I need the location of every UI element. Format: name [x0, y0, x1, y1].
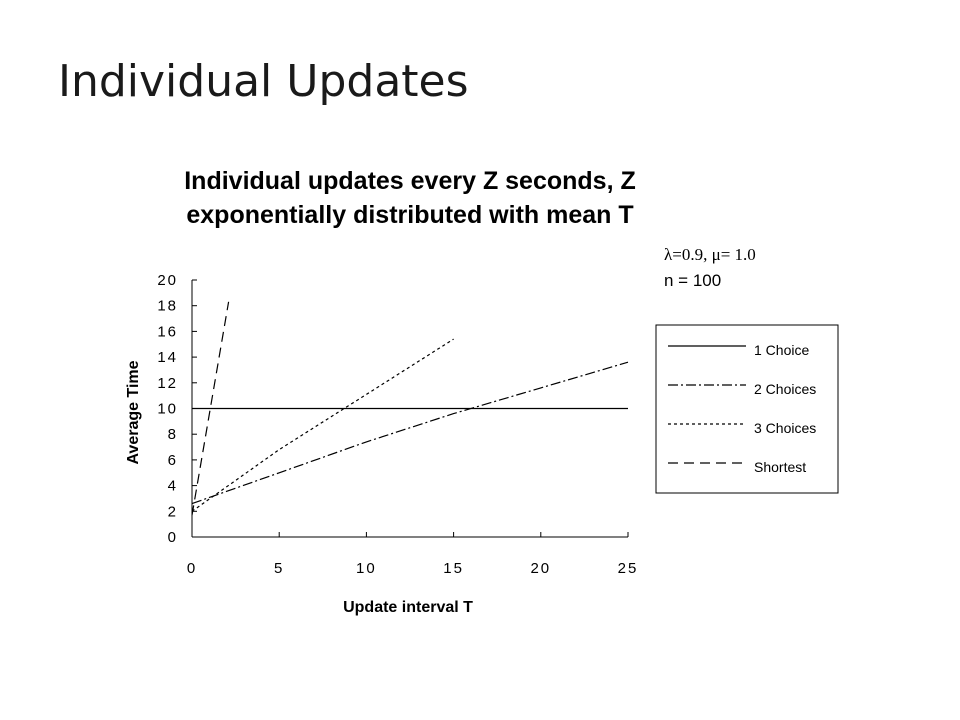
rate-params: λ=0.9, μ= 1.0: [664, 245, 756, 264]
x-tick-label: 15: [443, 560, 464, 577]
y-tick-label: 20: [157, 272, 178, 289]
legend-label-2-choices: 2 Choices: [754, 381, 816, 397]
legend-label-shortest: Shortest: [754, 459, 806, 475]
chart-title: Individual updates every Z seconds, Z ex…: [110, 164, 710, 232]
legend-label-1-choice: 1 Choice: [754, 342, 809, 358]
y-tick-label: 16: [157, 323, 178, 340]
chart-title-line-2: exponentially distributed with mean T: [186, 201, 634, 229]
legend-box: [655, 324, 839, 494]
x-tick-label: 5: [274, 560, 284, 577]
n-param: n = 100: [664, 271, 722, 290]
series-line-3-choices: [191, 338, 454, 512]
parameter-annotation: λ=0.9, μ= 1.0 n = 100: [664, 242, 756, 294]
chart-title-line-1: Individual updates every Z seconds, Z: [184, 167, 636, 195]
y-tick-label: 6: [168, 452, 178, 469]
y-tick-label: 12: [157, 375, 178, 392]
series-line-shortest: [191, 301, 230, 516]
legend: 1 Choice 2 Choices 3 Choices Shortest: [655, 324, 839, 494]
series-layer: [191, 301, 629, 516]
y-tick-label: 8: [168, 426, 178, 443]
y-tick-label: 0: [168, 529, 178, 546]
x-tick-label: 25: [618, 560, 639, 577]
slide-title: Individual Updates: [58, 56, 469, 107]
x-tick-label: 20: [530, 560, 551, 577]
y-tick-label: 4: [168, 478, 178, 495]
y-axis-title: Average Time: [125, 360, 142, 464]
series-line-2-choices: [191, 361, 629, 505]
x-tick-label: 0: [187, 560, 197, 577]
legend-label-3-choices: 3 Choices: [754, 420, 816, 436]
y-tick-label: 2: [168, 503, 178, 520]
y-tick-label: 10: [157, 401, 178, 418]
y-tick-label: 14: [157, 349, 178, 366]
axes: 0 2 4 6 8 10 12 14 16 18 20 0 5 10 15 20 25 Update interv…: [125, 272, 639, 616]
x-tick-label: 10: [356, 560, 377, 577]
y-tick-label: 18: [157, 298, 178, 315]
x-axis-title: Update interval T: [343, 599, 473, 616]
